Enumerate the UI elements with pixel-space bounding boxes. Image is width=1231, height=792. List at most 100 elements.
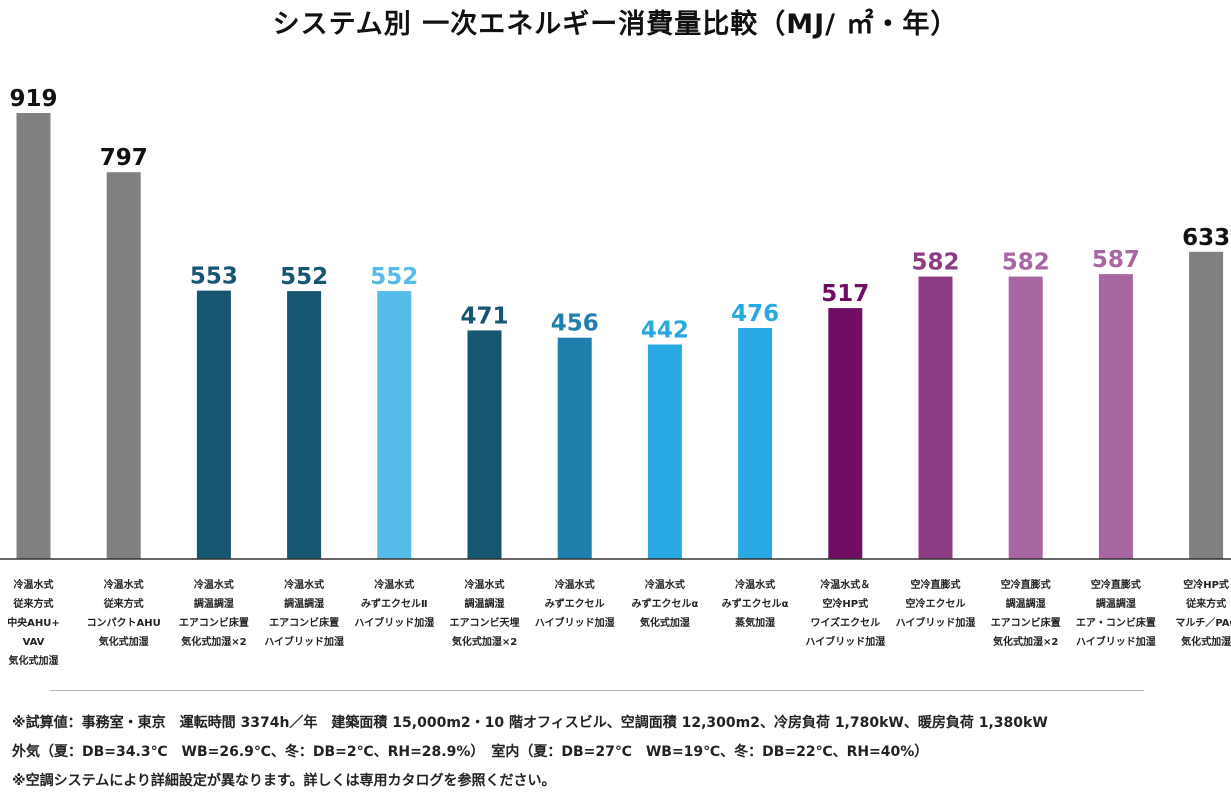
data-label-11: 582 — [1002, 250, 1050, 276]
note-disclaimer: ※空調システムにより詳細設定が異なります。詳しくは専用カタログを参照ください。 — [12, 773, 556, 789]
bar-11 — [1008, 276, 1043, 559]
bar-6 — [557, 337, 592, 559]
category-line: みずエクセル — [544, 599, 605, 610]
category-line: 冷温水式 — [284, 580, 325, 591]
category-line: 気化式加湿×2 — [993, 637, 1059, 648]
category-line: 冷温水式 — [374, 580, 415, 591]
category-line: 空冷HP式 — [1183, 580, 1229, 591]
data-label-8: 476 — [731, 301, 779, 327]
category-line: みずエクセルα — [721, 599, 789, 610]
bar-chart: 919 797 553 552 552 471 456 442 476 517 582 582 587 6… — [0, 86, 1231, 560]
bar-8 — [738, 327, 773, 559]
category-line: 調温調湿 — [1005, 599, 1046, 610]
category-line: ワイズエクセル — [810, 618, 881, 629]
category-line: 冷温水式 — [735, 580, 776, 591]
category-label-4: 冷温水式みずエクセルⅡ ハイブリッド加湿 — [349, 576, 439, 633]
category-label-1: 冷温水式従来方式コンパクトAHU 気化式加湿 — [79, 576, 169, 652]
data-label-5: 471 — [460, 303, 508, 329]
note-temperatures: 外気（夏：DB=34.3℃ WB=26.9℃、冬：DB=2℃、RH=28.9%）… — [12, 744, 929, 760]
category-label-9: 冷温水式＆ 空冷HP式ワイズエクセル ハイブリッド加湿 — [800, 576, 890, 652]
category-line: エアコンビ天埋 — [449, 618, 520, 629]
category-line: 中央AHU+ — [7, 618, 60, 629]
category-line: 冷温水式 — [103, 580, 144, 591]
data-label-2: 553 — [190, 264, 238, 290]
category-line: ハイブリッド加湿 — [1075, 637, 1156, 648]
category-line: 気化式加湿×2 — [181, 637, 247, 648]
category-line: 冷温水式 — [464, 580, 505, 591]
divider — [50, 690, 1144, 691]
bar-4 — [377, 291, 412, 559]
category-line: エア・コンビ床置 — [1075, 618, 1156, 629]
bar-5 — [467, 330, 502, 559]
category-label-0: 冷温水式従来方式中央AHU+ VAV 気化式加湿 — [0, 576, 79, 671]
category-line: 気化式加湿 — [98, 637, 149, 648]
category-line: 冷温水式 — [644, 580, 685, 591]
bar-0 — [16, 113, 51, 559]
bar-3 — [287, 291, 322, 559]
category-line: 気化式加湿×2 — [451, 637, 518, 648]
category-line: ハイブリッド加湿 — [264, 637, 344, 648]
bar-13 — [1189, 251, 1224, 559]
category-line: 空冷エクセル — [905, 599, 966, 610]
note-conditions: ※試算値：事務室・東京 運転時間 3374h／年 建築面積 15,000m2・1… — [12, 715, 1048, 731]
category-line: 気化式加湿 — [1181, 637, 1231, 648]
data-label-1: 797 — [100, 145, 148, 171]
category-line: エアコンビ床置 — [990, 618, 1061, 629]
category-label-7: 冷温水式みずエクセルα 気化式加湿 — [620, 576, 710, 633]
data-label-7: 442 — [641, 317, 689, 343]
data-label-3: 552 — [280, 264, 328, 290]
category-line: 空冷直膨式 — [1090, 580, 1141, 591]
bar-12 — [1098, 274, 1133, 559]
bar-2 — [196, 290, 231, 559]
category-line: 調温調湿 — [193, 599, 234, 610]
category-line: みずエクセルⅡ — [361, 599, 428, 610]
category-label-6: 冷温水式みずエクセル ハイブリッド加湿 — [530, 576, 620, 633]
category-line: 気化式加湿 — [639, 618, 690, 629]
category-line: 調温調湿 — [284, 599, 325, 610]
bar-7 — [647, 344, 682, 559]
bar-10 — [918, 276, 953, 559]
category-line: マルチ／PAC — [1175, 618, 1231, 629]
data-label-6: 456 — [551, 311, 599, 337]
data-label-9: 517 — [821, 281, 869, 307]
data-label-12: 587 — [1092, 247, 1140, 273]
category-line: 従来方式 — [1186, 599, 1227, 610]
category-line: みずエクセルα — [631, 599, 699, 610]
category-label-2: 冷温水式調温調湿エアコンビ床置 気化式加湿×2 — [169, 576, 259, 652]
category-label-13: 空冷HP式従来方式マルチ／PAC 気化式加湿 — [1161, 576, 1231, 652]
category-label-8: 冷温水式みずエクセルα 蒸気加湿 — [710, 576, 800, 633]
category-line: ハイブリッド加湿 — [354, 618, 435, 629]
data-label-4: 552 — [370, 264, 418, 290]
data-label-0: 919 — [9, 86, 57, 112]
category-line: 冷温水式＆ — [820, 580, 871, 591]
category-line: 気化式加湿 — [8, 656, 59, 667]
category-line: エアコンビ床置 — [178, 618, 249, 629]
category-line: エアコンビ床置 — [269, 618, 340, 629]
category-line: VAV — [22, 637, 45, 648]
category-line: 冷温水式 — [13, 580, 54, 591]
category-line: 従来方式 — [103, 599, 144, 610]
category-label-3: 冷温水式調温調湿エアコンビ床置 ハイブリッド加湿 — [259, 576, 349, 652]
data-label-10: 582 — [911, 250, 959, 276]
category-line: ハイブリッド加湿 — [895, 618, 976, 629]
category-line: 冷温水式 — [193, 580, 234, 591]
category-line: ハイブリッド加湿 — [534, 618, 615, 629]
data-label-13: 633 — [1182, 225, 1230, 251]
category-line: 空冷HP式 — [822, 599, 869, 610]
category-label-12: 空冷直膨式調温調湿エア・コンビ床置 ハイブリッド加湿 — [1071, 576, 1161, 652]
chart-title: システム別 一次エネルギー消費量比較（MJ/ ㎡・年） — [272, 9, 959, 40]
category-line: 従来方式 — [13, 599, 54, 610]
category-line: 調温調湿 — [464, 599, 505, 610]
bar-9 — [828, 308, 863, 559]
category-line: 蒸気加湿 — [735, 618, 776, 629]
category-label-10: 空冷直膨式空冷エクセル ハイブリッド加湿 — [891, 576, 981, 633]
category-label-11: 空冷直膨式調温調湿エアコンビ床置 気化式加湿×2 — [981, 576, 1071, 652]
category-line: 冷温水式 — [554, 580, 595, 591]
category-label-5: 冷温水式調温調湿エアコンビ天埋 気化式加湿×2 — [440, 576, 530, 652]
category-line: 空冷直膨式 — [1000, 580, 1051, 591]
category-line: ハイブリッド加湿 — [805, 637, 886, 648]
category-line: コンパクトAHU — [86, 618, 161, 629]
bar-1 — [106, 172, 141, 560]
category-line: 調温調湿 — [1095, 599, 1136, 610]
category-line: 空冷直膨式 — [910, 580, 961, 591]
